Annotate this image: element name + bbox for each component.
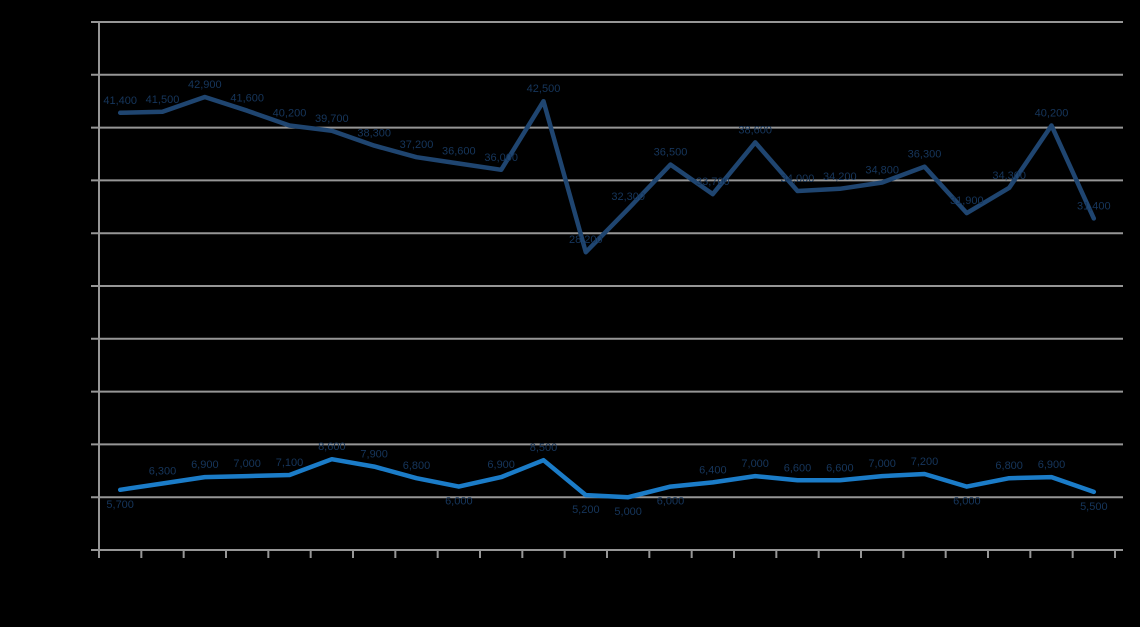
data-label: 38,600	[738, 124, 772, 136]
data-label: 34,200	[823, 171, 857, 183]
data-label: 42,900	[188, 79, 222, 91]
data-label: 34,800	[865, 165, 899, 177]
data-label: 6,900	[1038, 459, 1066, 471]
series-line-dark-blue-line	[117, 94, 1097, 255]
data-label: 8,500	[530, 442, 558, 454]
data-label: 7,000	[868, 458, 896, 470]
data-label: 6,800	[403, 460, 431, 472]
data-label: 8,600	[318, 441, 346, 453]
data-label: 31,400	[1077, 200, 1111, 212]
data-label: 36,600	[442, 146, 476, 158]
data-label: 6,800	[995, 460, 1023, 472]
data-label: 41,500	[146, 94, 180, 106]
data-label: 6,000	[445, 496, 473, 508]
data-label: 34,300	[992, 170, 1026, 182]
data-label: 42,500	[527, 83, 561, 95]
data-label: 34,000	[781, 173, 815, 185]
data-label: 38,300	[357, 128, 391, 140]
data-label: 5,200	[572, 504, 600, 516]
data-label: 40,200	[273, 107, 307, 119]
data-label: 33,700	[696, 176, 730, 188]
data-label: 6,400	[699, 464, 727, 476]
data-label: 7,000	[741, 458, 769, 470]
data-label: 32,300	[611, 191, 645, 203]
data-label: 36,300	[908, 149, 942, 161]
data-label: 40,200	[1035, 107, 1069, 119]
data-label: 6,600	[826, 462, 854, 474]
data-label: 37,200	[400, 139, 434, 151]
data-label: 5,700	[106, 499, 134, 511]
data-label: 7,100	[276, 457, 304, 469]
data-label: 5,500	[1080, 501, 1108, 513]
data-label: 36,000	[484, 152, 518, 164]
data-label: 28,200	[569, 234, 603, 246]
data-label: 7,900	[360, 449, 388, 461]
data-label: 6,300	[149, 465, 177, 477]
data-label: 5,000	[614, 506, 642, 518]
data-label: 6,600	[784, 462, 812, 474]
data-label: 7,000	[233, 458, 261, 470]
data-label: 41,400	[103, 95, 137, 107]
data-label: 6,000	[657, 496, 685, 508]
data-label: 7,200	[911, 456, 939, 468]
data-label: 39,700	[315, 113, 349, 125]
data-label: 36,500	[654, 147, 688, 159]
data-label: 41,600	[230, 93, 264, 105]
series-line-light-blue-line	[117, 456, 1097, 500]
data-label: 6,900	[191, 459, 219, 471]
data-label: 6,900	[487, 459, 515, 471]
data-label: 6,000	[953, 496, 981, 508]
data-label: 31,900	[950, 195, 984, 207]
